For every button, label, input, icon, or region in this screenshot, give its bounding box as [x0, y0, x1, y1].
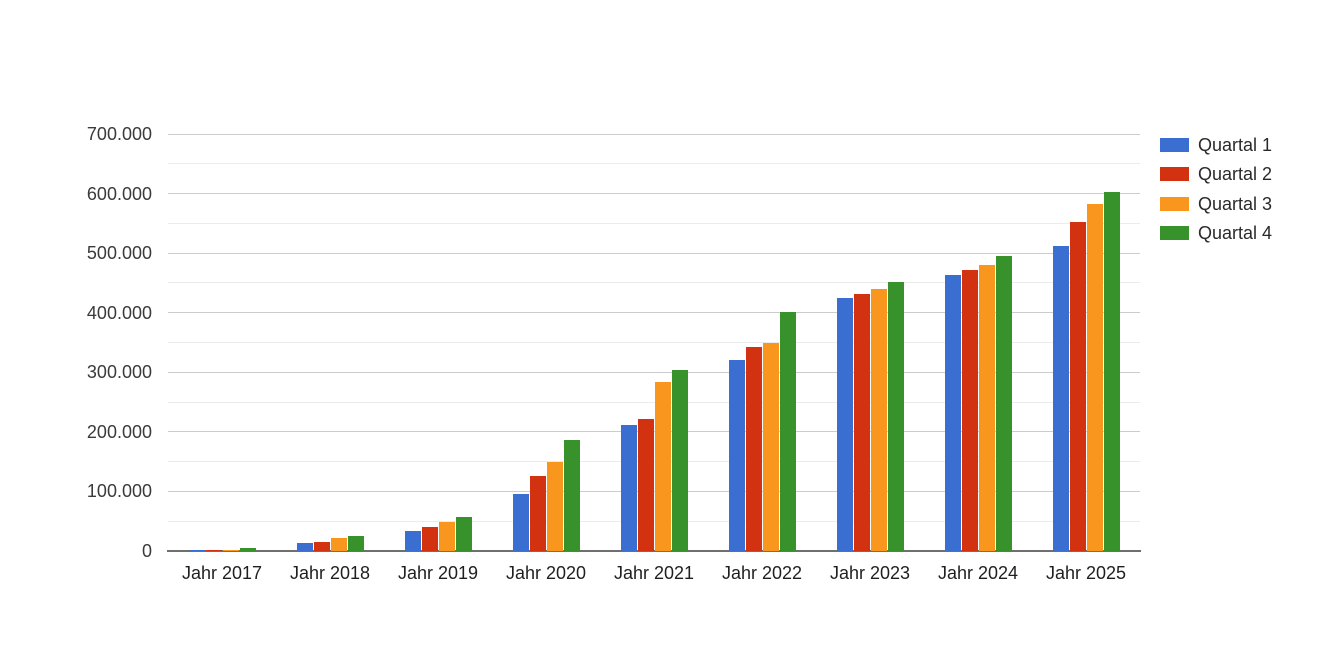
- bar-quartal-1-jahr-2018[interactable]: [296, 543, 313, 551]
- bar-quartal-3-jahr-2020[interactable]: [546, 461, 563, 551]
- bar-group-jahr-2023: [816, 134, 924, 551]
- bar-quartal-1-jahr-2017[interactable]: [188, 550, 205, 551]
- gridline-minor: [168, 342, 1140, 343]
- legend-label: Quartal 2: [1198, 164, 1273, 185]
- bar-quartal-2-jahr-2017[interactable]: [205, 549, 222, 551]
- legend-swatch-icon: [1160, 167, 1189, 182]
- legend-swatch-icon: [1160, 226, 1189, 241]
- y-axis-tick-label: 600.000: [86, 183, 152, 204]
- gridline-major: [168, 252, 1140, 254]
- bar-quartal-4-jahr-2022[interactable]: [779, 311, 796, 551]
- y-axis-tick-label: 400.000: [86, 302, 152, 323]
- legend-item-quartal-1[interactable]: Quartal 1: [1160, 136, 1272, 154]
- bar-quartal-1-jahr-2021[interactable]: [620, 424, 637, 551]
- bar-quartal-2-jahr-2024[interactable]: [961, 270, 978, 551]
- gridline-major: [168, 133, 1140, 135]
- bar-group-jahr-2021: [600, 134, 708, 551]
- legend-swatch-icon: [1160, 138, 1189, 152]
- bar-group-jahr-2022: [708, 134, 816, 551]
- bar-quartal-3-jahr-2018[interactable]: [330, 537, 347, 551]
- bar-group-jahr-2020: [492, 134, 600, 551]
- bar-quartal-3-jahr-2019[interactable]: [438, 521, 455, 551]
- y-axis-tick-label: 300.000: [86, 362, 152, 383]
- bar-quartal-1-jahr-2025[interactable]: [1052, 246, 1069, 551]
- bar-quartal-4-jahr-2025[interactable]: [1103, 192, 1120, 551]
- gridline-major: [168, 431, 1140, 433]
- x-axis-label-jahr-2019: Jahr 2019: [397, 563, 479, 583]
- x-axis-label-jahr-2024: Jahr 2024: [937, 563, 1019, 583]
- bar-quartal-1-jahr-2022[interactable]: [728, 360, 745, 551]
- bar-quartal-3-jahr-2023[interactable]: [870, 288, 887, 551]
- y-axis-tick-label: 100.000: [86, 481, 152, 502]
- bar-group-jahr-2024: [924, 134, 1032, 551]
- gridline-major: [168, 193, 1140, 195]
- gridline-major: [168, 312, 1140, 314]
- bar-quartal-2-jahr-2023[interactable]: [853, 293, 870, 551]
- legend-item-quartal-2[interactable]: Quartal 2: [1160, 165, 1272, 183]
- x-axis-label-jahr-2018: Jahr 2018: [289, 563, 371, 583]
- plot-area: [167, 133, 1141, 552]
- x-axis-label-jahr-2022: Jahr 2022: [721, 563, 803, 583]
- gridline-minor: [168, 282, 1140, 284]
- legend-label: Quartal 1: [1198, 135, 1273, 155]
- x-axis-label-jahr-2023: Jahr 2023: [829, 563, 911, 583]
- y-axis-tick-label: 200.000: [86, 421, 152, 442]
- bar-quartal-2-jahr-2021[interactable]: [637, 418, 654, 551]
- bar-quartal-2-jahr-2020[interactable]: [529, 475, 546, 551]
- gridline-major: [168, 490, 1140, 492]
- gridline-minor: [168, 461, 1140, 463]
- x-axis-label-jahr-2025: Jahr 2025: [1045, 563, 1127, 583]
- legend-label: Quartal 3: [1198, 193, 1273, 214]
- bar-quartal-2-jahr-2025[interactable]: [1069, 222, 1086, 551]
- bar-quartal-4-jahr-2023[interactable]: [887, 282, 904, 551]
- legend-swatch-icon: [1160, 196, 1189, 211]
- bar-quartal-4-jahr-2018[interactable]: [347, 535, 364, 551]
- bar-quartal-3-jahr-2017[interactable]: [222, 549, 239, 551]
- bar-quartal-4-jahr-2020[interactable]: [563, 440, 580, 551]
- bar-quartal-4-jahr-2017[interactable]: [239, 548, 256, 551]
- gridline-minor: [168, 222, 1140, 224]
- x-axis-label-jahr-2021: Jahr 2021: [613, 563, 695, 583]
- bar-quartal-2-jahr-2019[interactable]: [421, 527, 438, 551]
- bar-quartal-3-jahr-2025[interactable]: [1086, 203, 1103, 551]
- bar-quartal-1-jahr-2024[interactable]: [944, 275, 961, 551]
- bar-group-jahr-2017: [168, 134, 276, 551]
- bar-quartal-2-jahr-2018[interactable]: [313, 541, 330, 551]
- bar-quartal-3-jahr-2021[interactable]: [654, 382, 671, 551]
- legend-item-quartal-4[interactable]: Quartal 4: [1160, 224, 1272, 242]
- bar-group-jahr-2025: [1032, 134, 1140, 551]
- y-axis-tick-label: 0: [141, 541, 152, 561]
- bar-quartal-1-jahr-2023[interactable]: [836, 298, 853, 551]
- x-axis-label-jahr-2020: Jahr 2020: [505, 563, 587, 583]
- x-axis-baseline: [167, 550, 1141, 552]
- bar-group-jahr-2018: [276, 134, 384, 551]
- bar-group-jahr-2019: [384, 134, 492, 551]
- x-axis-label-jahr-2017: Jahr 2017: [181, 563, 263, 583]
- bar-quartal-1-jahr-2019[interactable]: [404, 530, 421, 551]
- bar-quartal-3-jahr-2022[interactable]: [762, 343, 779, 551]
- bar-quartal-4-jahr-2019[interactable]: [455, 517, 472, 551]
- bar-quartal-4-jahr-2021[interactable]: [671, 369, 688, 551]
- gridline-minor: [168, 163, 1140, 165]
- gridline-minor: [168, 401, 1140, 403]
- legend-item-quartal-3[interactable]: Quartal 3: [1160, 195, 1272, 213]
- gridline-minor: [168, 520, 1140, 522]
- bar-quartal-3-jahr-2024[interactable]: [978, 265, 995, 551]
- gridline-major: [168, 371, 1140, 373]
- y-axis-tick-label: 700.000: [86, 124, 152, 144]
- legend-label: Quartal 4: [1198, 223, 1273, 244]
- bar-quartal-2-jahr-2022[interactable]: [745, 347, 762, 551]
- y-axis-tick-label: 500.000: [86, 243, 152, 264]
- bar-quartal-4-jahr-2024[interactable]: [995, 255, 1012, 551]
- bar-quartal-1-jahr-2020[interactable]: [512, 493, 529, 551]
